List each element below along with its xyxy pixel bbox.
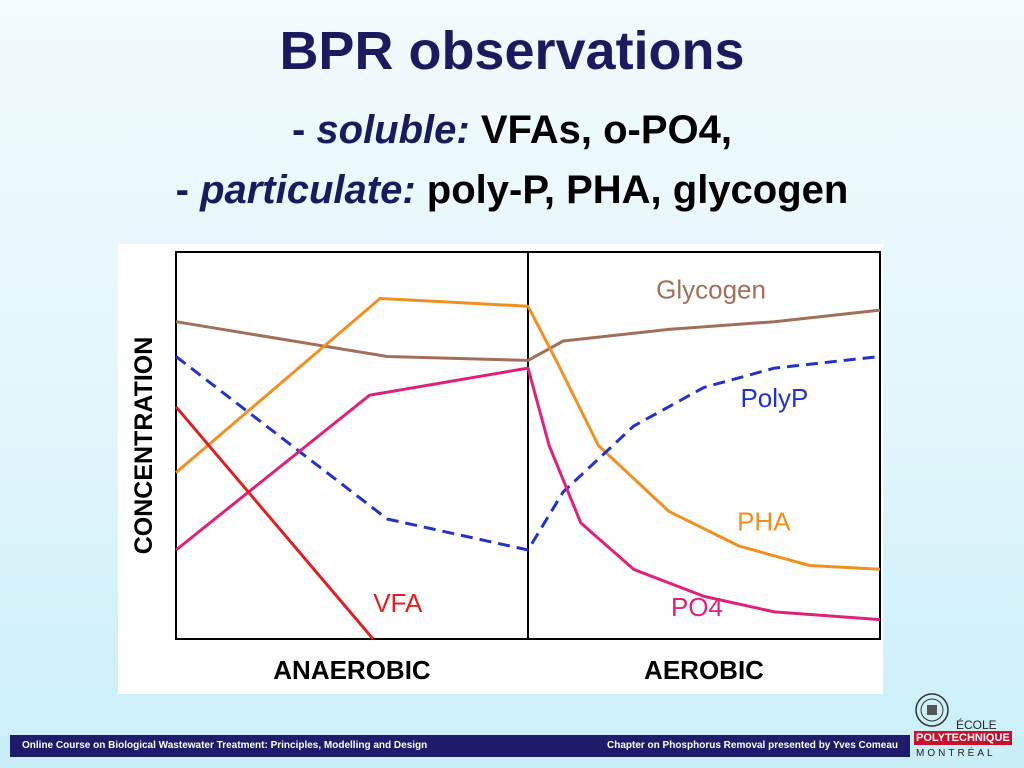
slide-title-text: BPR observations <box>279 21 745 81</box>
logo-line-montreal: MONTRÉAL <box>916 748 996 759</box>
chart-panel: Glycogen PHA PolyP PO4 VFA CONCENTRATION ANAER… <box>118 244 883 694</box>
slide-title: BPR observations <box>0 20 1024 82</box>
chapter-credit: Chapter on Phosphorus Removal presented … <box>606 740 898 751</box>
soluble-label: soluble: <box>316 108 470 152</box>
course-title: Online Course on Biological Wastewater T… <box>22 740 428 751</box>
particulate-items: poly-P, PHA, glycogen <box>415 168 849 212</box>
series-label-glycogen: Glycogen <box>656 274 766 304</box>
phase-label-anaerobic: ANAEROBIC <box>273 655 431 685</box>
soluble-line: - soluble: VFAs, o-PO4, <box>0 108 1024 153</box>
particulate-label: particulate: <box>200 168 416 212</box>
series-line-vfa <box>174 405 375 640</box>
concentration-chart: Glycogen PHA PolyP PO4 VFA CONCENTRATION ANAER… <box>130 251 881 685</box>
polytechnique-logo: ÉCOLE POLYTECHNIQUE MONTRÉAL <box>912 690 1024 760</box>
series-line-po4 <box>175 366 881 622</box>
series-label-vfa: VFA <box>373 588 423 618</box>
footer-bar: Online Course on Biological Wastewater T… <box>10 735 910 757</box>
logo-line-ecole: ÉCOLE <box>956 718 997 732</box>
logo-line-polytechnique: POLYTECHNIQUE <box>914 731 1012 745</box>
soluble-prefix: - <box>291 108 317 152</box>
soluble-items: VFAs, o-PO4, <box>469 108 733 152</box>
series-label-po4: PO4 <box>671 592 723 622</box>
phase-label-aerobic: AEROBIC <box>644 655 764 685</box>
series-label-pha: PHA <box>737 507 791 537</box>
series-line-glycogen <box>175 308 881 362</box>
particulate-line: - particulate: poly-P, PHA, glycogen <box>0 168 1024 213</box>
series-line-pha <box>175 296 881 571</box>
particulate-prefix: - <box>175 168 201 212</box>
label-layer: Glycogen PHA PolyP PO4 VFA CONCENTRATION ANAER… <box>130 274 808 685</box>
series-line-polyp <box>175 355 881 552</box>
y-axis-label: CONCENTRATION <box>130 337 158 555</box>
series-layer <box>174 252 881 640</box>
series-label-polyp: PolyP <box>740 383 808 413</box>
seal-icon <box>915 693 949 727</box>
